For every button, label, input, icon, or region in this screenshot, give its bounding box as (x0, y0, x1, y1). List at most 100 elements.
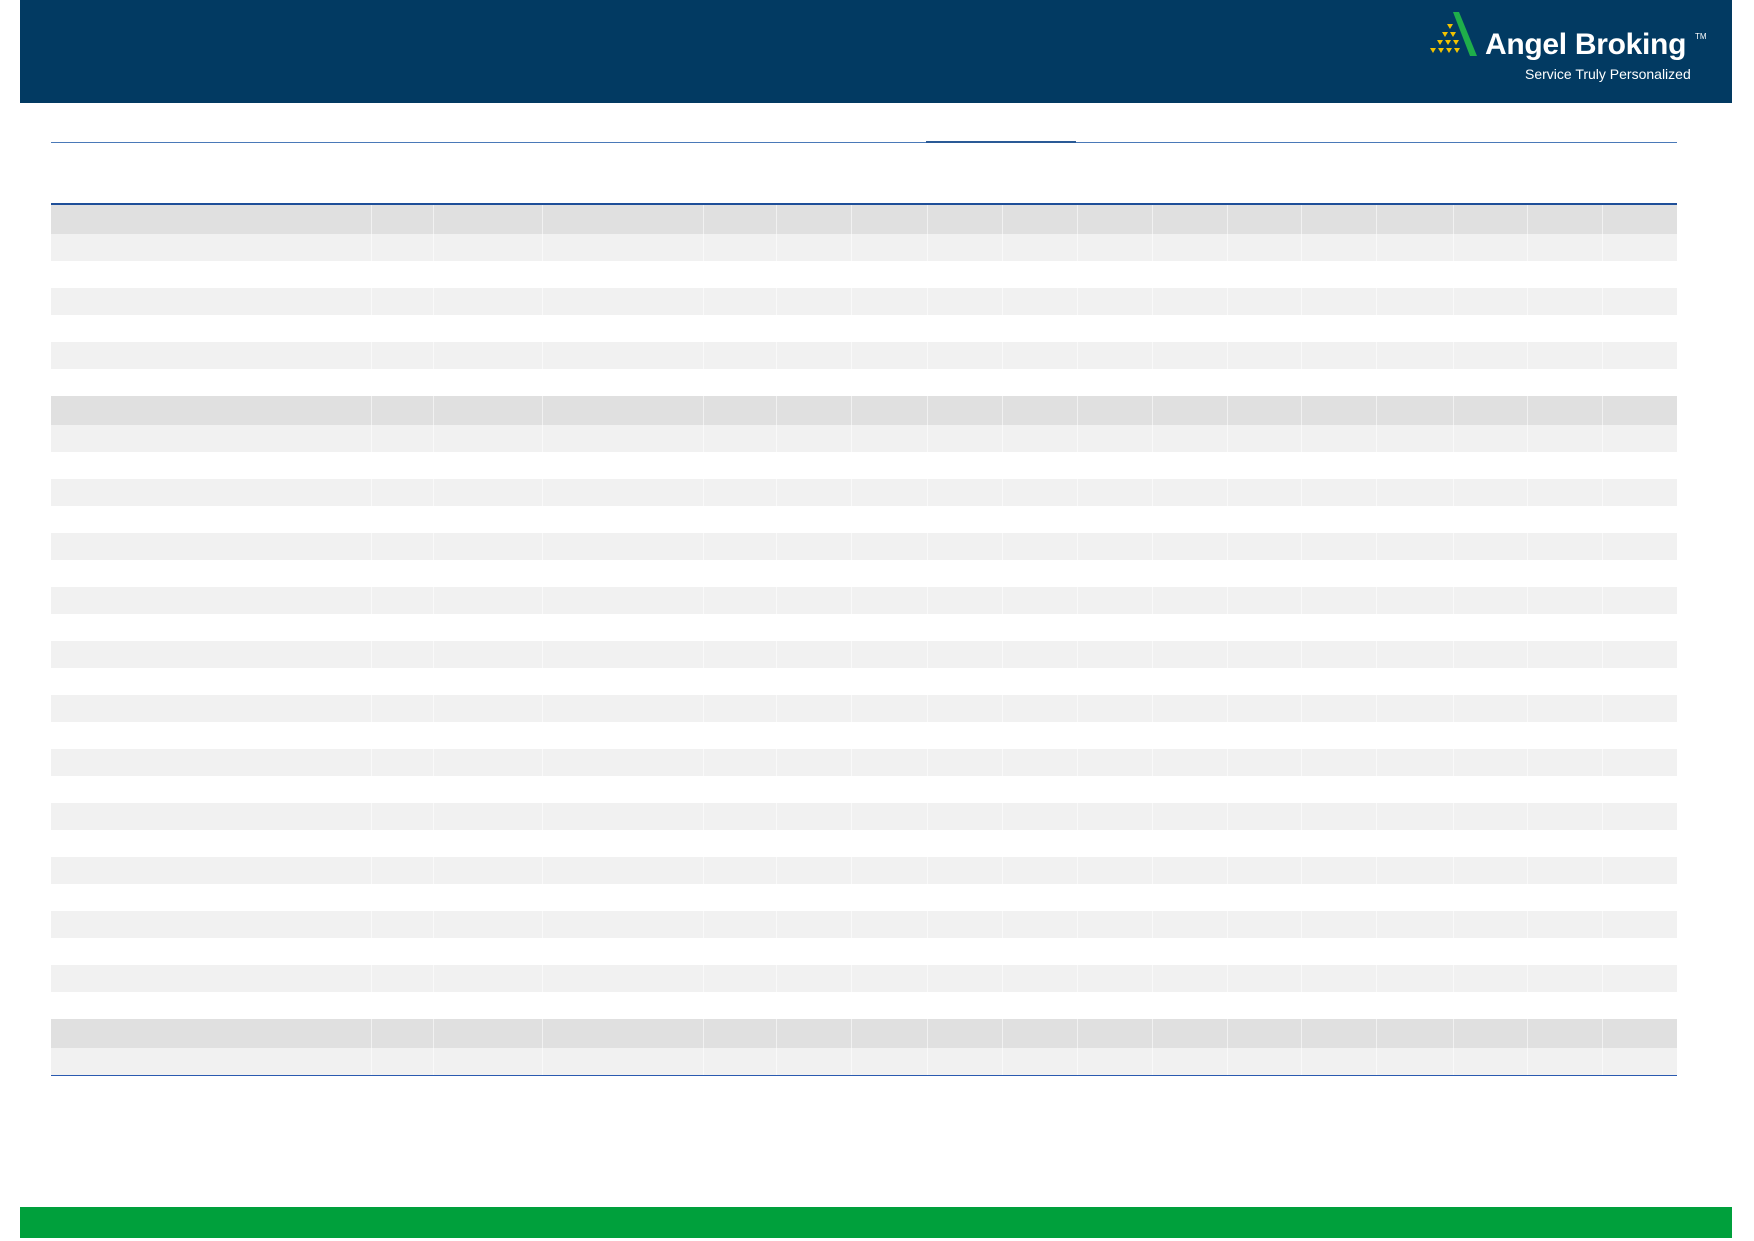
table-cell (1452, 911, 1529, 938)
table-cell (1151, 315, 1228, 342)
table-cell (1226, 396, 1303, 425)
table-cell (371, 369, 434, 396)
table-cell (927, 315, 1003, 342)
table-cell (1602, 992, 1678, 1019)
table-cell (51, 425, 371, 452)
table-cell (1452, 857, 1529, 884)
table-cell (1151, 803, 1228, 830)
table-cell (850, 396, 928, 425)
table-cell (542, 641, 704, 668)
table-cell (1002, 1048, 1078, 1075)
table-cell (1376, 205, 1453, 234)
table-cell (433, 641, 543, 668)
table-cell (850, 1048, 928, 1075)
table-cell (1077, 668, 1153, 695)
table-cell (51, 396, 371, 425)
table-row (51, 234, 1677, 261)
table-cell (371, 749, 434, 776)
table-cell (1226, 1048, 1303, 1075)
table-cell (1002, 911, 1078, 938)
table-cell (1452, 560, 1529, 587)
table-cell (371, 830, 434, 857)
table-cell (1077, 205, 1153, 234)
table-cell (1376, 695, 1453, 722)
table-cell (1077, 695, 1153, 722)
table-row (51, 1048, 1677, 1075)
table-cell (850, 695, 928, 722)
table-cell (1452, 288, 1529, 315)
table-cell (1376, 803, 1453, 830)
table-cell (542, 668, 704, 695)
table-cell (927, 1048, 1003, 1075)
table-cell (542, 830, 704, 857)
table-cell (850, 857, 928, 884)
table-row (51, 369, 1677, 396)
table-cell (433, 992, 543, 1019)
table-cell (542, 560, 704, 587)
table-cell (51, 911, 371, 938)
table-cell (850, 641, 928, 668)
table-cell (1077, 234, 1153, 261)
table-cell (1527, 803, 1603, 830)
table-cell (1002, 803, 1078, 830)
table-cell (850, 315, 928, 342)
table-cell (1002, 965, 1078, 992)
table-cell (1002, 857, 1078, 884)
table-cell (433, 965, 543, 992)
table-cell (1077, 884, 1153, 911)
table-cell (1527, 261, 1603, 288)
table-cell (1301, 506, 1377, 533)
table-cell (1376, 533, 1453, 560)
table-cell (1602, 668, 1678, 695)
title-divider (51, 142, 1677, 143)
logo-brand-name: Angel Broking (1485, 28, 1687, 61)
table-cell (433, 1019, 543, 1048)
table-cell (371, 857, 434, 884)
table-cell (1151, 452, 1228, 479)
table-cell (1527, 315, 1603, 342)
table-cell (1602, 641, 1678, 668)
table-cell (1226, 965, 1303, 992)
table-cell (703, 479, 777, 506)
table-cell (850, 261, 928, 288)
table-cell (1151, 749, 1228, 776)
table-cell (1301, 884, 1377, 911)
table-cell (1527, 533, 1603, 560)
table-cell (371, 911, 434, 938)
table-cell (1602, 830, 1678, 857)
table-cell (1452, 369, 1529, 396)
table-cell (1226, 506, 1303, 533)
table-cell (850, 452, 928, 479)
table-cell (703, 830, 777, 857)
table-cell (1226, 261, 1303, 288)
table-cell (1301, 234, 1377, 261)
table-cell (927, 288, 1003, 315)
table-cell (433, 884, 543, 911)
table-cell (1077, 560, 1153, 587)
table-cell (703, 205, 777, 234)
table-cell (1077, 479, 1153, 506)
table-cell (1527, 560, 1603, 587)
table-cell (433, 938, 543, 965)
table-cell (703, 234, 777, 261)
table-cell (1376, 965, 1453, 992)
table-cell (776, 425, 852, 452)
table-cell (51, 938, 371, 965)
table-cell (51, 722, 371, 749)
table-cell (1151, 369, 1228, 396)
table-cell (1151, 884, 1228, 911)
table-cell (1226, 425, 1303, 452)
table-cell (927, 695, 1003, 722)
table-row (51, 587, 1677, 614)
table-cell (1002, 261, 1078, 288)
table-cell (51, 369, 371, 396)
table-cell (1226, 342, 1303, 369)
table-row (51, 911, 1677, 938)
table-cell (776, 560, 852, 587)
table-cell (1602, 234, 1678, 261)
table-cell (1527, 857, 1603, 884)
table-cell (927, 884, 1003, 911)
table-cell (1602, 938, 1678, 965)
logo-pyramid-icon (1430, 12, 1477, 56)
table-cell (1602, 369, 1678, 396)
